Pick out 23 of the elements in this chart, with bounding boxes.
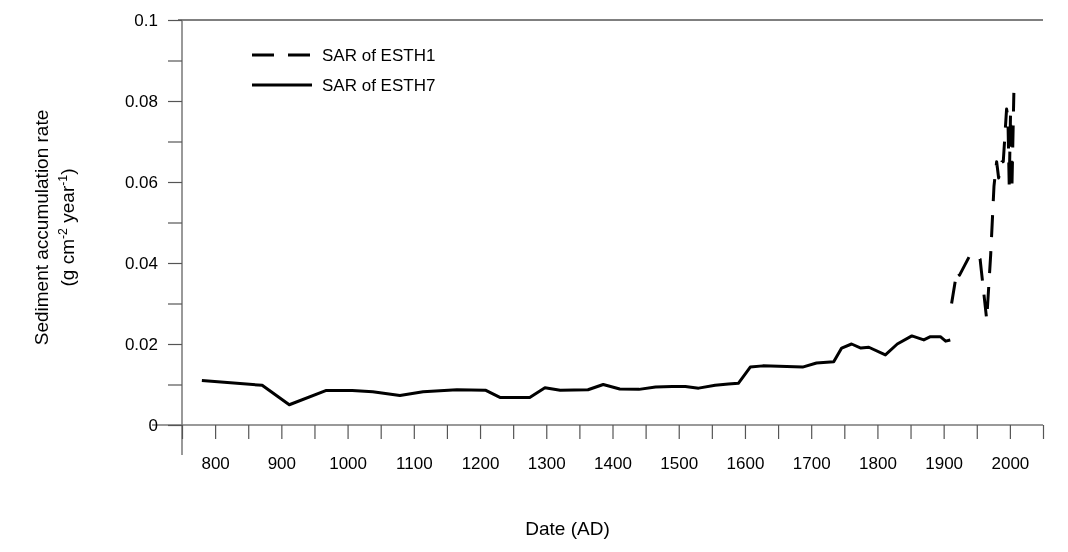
y-tick-label: 0.08 — [124, 91, 158, 111]
y-tick-label: 0.1 — [134, 10, 158, 30]
x-tick-label: 1900 — [925, 454, 964, 474]
x-tick-label: 1600 — [726, 454, 765, 474]
x-tick-label: 2000 — [991, 454, 1030, 474]
x-tick-label: 1700 — [792, 454, 831, 474]
y-tick-label: 0.04 — [124, 253, 158, 273]
legend-label: SAR of ESTH7 — [322, 76, 436, 95]
x-tick-label: 1100 — [396, 454, 433, 474]
legend-label: SAR of ESTH1 — [322, 46, 436, 65]
x-axis-title: Date (AD) — [525, 518, 610, 539]
y-tick-label: 0 — [148, 415, 158, 435]
x-tick-label: 1500 — [660, 454, 699, 474]
line-series — [200, 334, 952, 407]
x-tick-label: 800 — [201, 454, 230, 474]
x-tick-label: 1400 — [594, 454, 632, 474]
x-tick-label: 1000 — [329, 454, 367, 474]
y-tick-label: 0.06 — [124, 172, 158, 192]
x-tick-label: 1300 — [527, 454, 566, 474]
y-tick-label: 0.02 — [124, 334, 158, 354]
x-tick-label: 1200 — [461, 454, 500, 474]
x-tick-label: 1800 — [859, 454, 897, 474]
x-tick-label: 900 — [267, 454, 297, 474]
